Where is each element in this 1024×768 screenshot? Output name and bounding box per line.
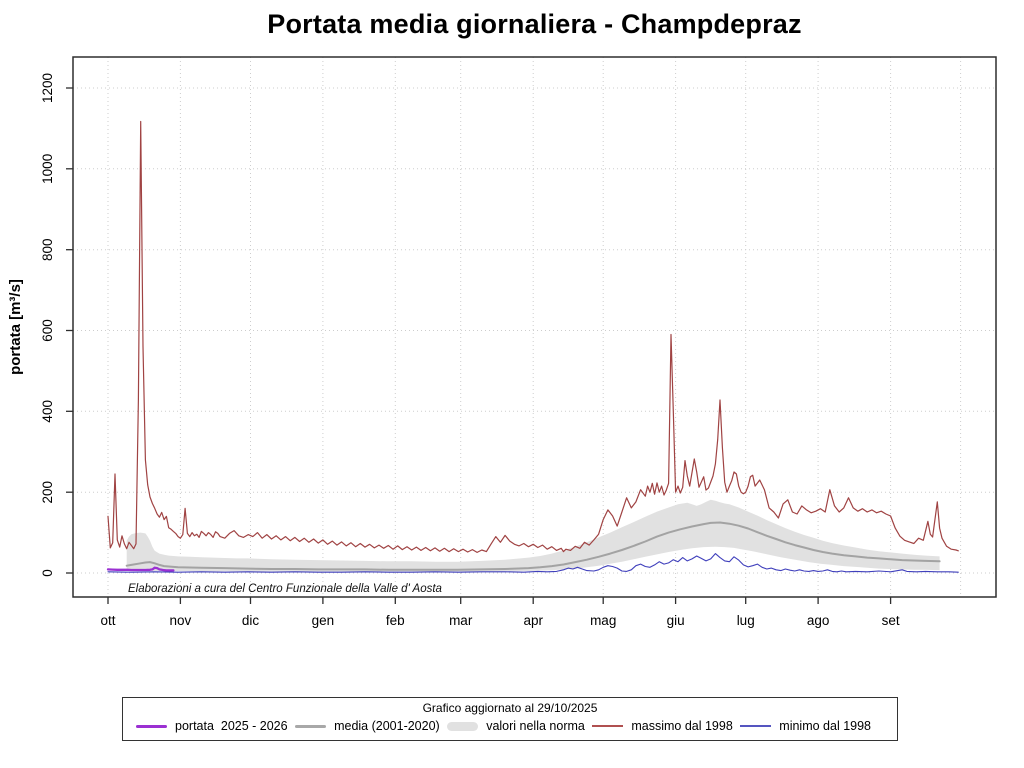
y-tick-label: 800 [40,238,55,261]
x-tick-label: dic [242,613,260,628]
y-tick-label: 600 [40,319,55,342]
massimo-line-swatch-icon [592,725,624,727]
x-tick-label: ago [807,613,830,628]
minimo-line-swatch-icon [740,725,772,727]
axes: 0 200 400 600 800 1000 1200 ott nov dic gen feb mar a… [40,73,900,628]
page-title: Portata media giornaliera - Champdepraz [267,9,802,39]
media-line-swatch-icon [295,724,327,728]
x-tick-label: ott [100,613,115,628]
x-tick-label: set [882,613,900,628]
band-swatch-icon [447,721,479,731]
plot-area: 0 200 400 600 800 1000 1200 ott nov dic gen feb mar a… [7,56,997,628]
legend-box: Grafico aggiornato al 29/10/2025 portata… [122,697,898,741]
x-tick-label: gen [312,613,335,628]
x-tick-label: lug [737,613,755,628]
source-annotation: Elaborazioni a cura del Centro Funzional… [128,583,442,595]
plot-border [72,56,997,598]
legend-item: media (2001-2020) [295,719,440,733]
legend-item-label: media (2001-2020) [334,719,440,733]
legend-item-label: massimo dal 1998 [631,719,733,733]
gridlines [73,57,996,597]
y-tick-label: 400 [40,400,55,423]
series-media [125,521,941,571]
y-tick-label: 0 [40,569,55,577]
y-axis-label: portata [m³/s] [7,279,24,375]
portata-line-swatch-icon [136,724,167,728]
y-tick-label: 1200 [40,73,55,103]
x-tick-label: nov [170,613,192,628]
x-tick-label: giu [667,613,685,628]
x-tick-label: mar [449,613,473,628]
y-tick-label: 1000 [40,154,55,184]
series-minimo [107,553,959,573]
legend-item: portata 2025 - 2026 [136,719,288,733]
legend-items: portata 2025 - 2026 media (2001-2020) va… [123,715,897,733]
data-series [106,120,959,573]
legend-item: valori nella norma [447,719,585,733]
series-portata [106,566,175,572]
legend-item: minimo dal 1998 [740,719,871,733]
normal-range-band [126,499,940,572]
legend-item-label: portata 2025 - 2026 [175,719,288,733]
legend-item: massimo dal 1998 [592,719,733,733]
legend-item-label: valori nella norma [486,719,585,733]
legend-item-label: minimo dal 1998 [779,719,871,733]
legend-title: Grafico aggiornato al 29/10/2025 [422,701,598,715]
x-tick-label: apr [523,613,543,628]
x-tick-label: mag [590,613,616,628]
y-tick-label: 200 [40,481,55,504]
series-massimo [107,120,959,553]
x-tick-label: feb [386,613,405,628]
